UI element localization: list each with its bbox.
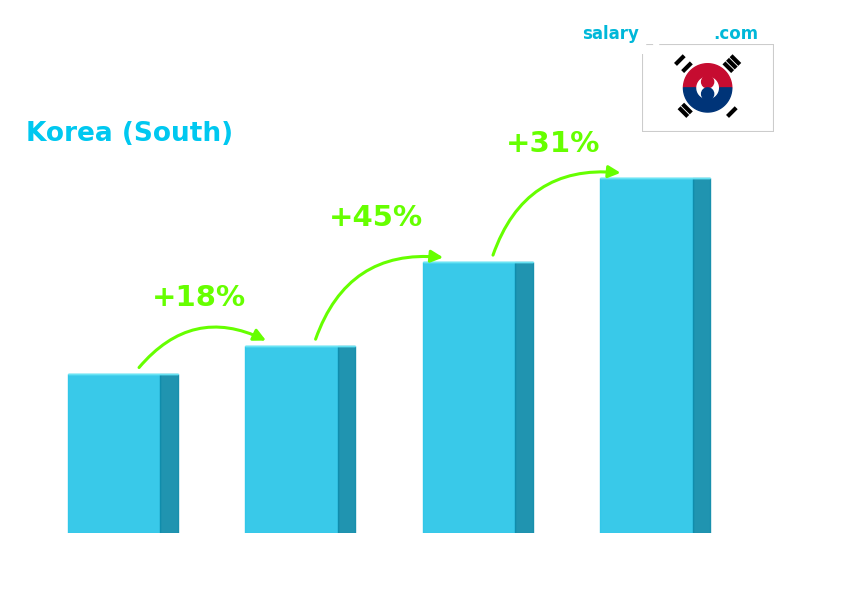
Text: Salary Comparison By Education: Salary Comparison By Education — [26, 27, 661, 61]
Circle shape — [701, 76, 714, 88]
Text: 4,770,000 KRW: 4,770,000 KRW — [417, 242, 535, 256]
Polygon shape — [683, 64, 732, 88]
Text: 6,260,000 KRW: 6,260,000 KRW — [595, 157, 712, 172]
Bar — [68, 374, 161, 533]
Circle shape — [701, 88, 714, 100]
Polygon shape — [683, 88, 732, 112]
Text: .com: .com — [713, 25, 758, 44]
Text: 2,800,000 KRW: 2,800,000 KRW — [63, 353, 180, 368]
Text: salary: salary — [582, 25, 639, 44]
Text: explorer: explorer — [639, 25, 718, 44]
Bar — [600, 178, 693, 533]
Text: +31%: +31% — [506, 130, 600, 158]
Polygon shape — [693, 178, 711, 533]
Polygon shape — [515, 262, 533, 533]
Text: Korea (South): Korea (South) — [26, 121, 233, 147]
Polygon shape — [337, 347, 355, 533]
Text: Marketing Supervisor: Marketing Supervisor — [26, 82, 277, 106]
Text: Average Monthly Salary: Average Monthly Salary — [811, 239, 820, 373]
Polygon shape — [161, 374, 178, 533]
Text: +18%: +18% — [151, 284, 246, 311]
Bar — [423, 262, 515, 533]
Bar — [246, 347, 337, 533]
Text: 3,290,000 KRW: 3,290,000 KRW — [241, 325, 358, 341]
Text: +45%: +45% — [329, 204, 423, 232]
